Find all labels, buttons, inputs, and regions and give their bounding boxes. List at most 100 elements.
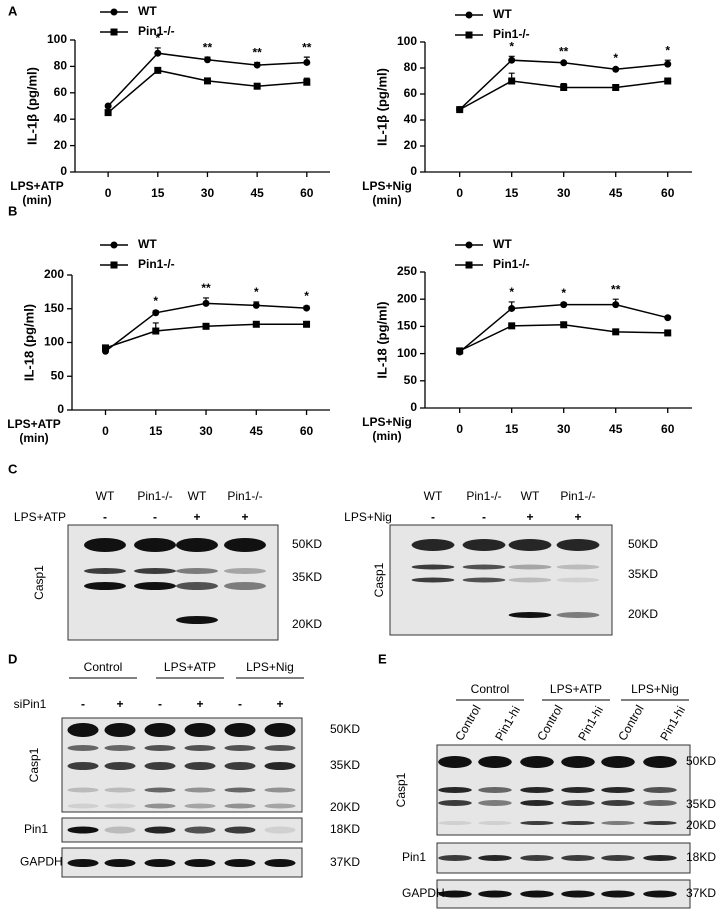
x-tick-label: 45 (609, 186, 623, 200)
band (84, 568, 126, 574)
lane-label: WT (424, 489, 443, 503)
size-marker: 20KD (686, 818, 716, 832)
band (478, 787, 512, 793)
y-tick-label: 100 (397, 346, 417, 360)
band (556, 539, 600, 551)
size-marker: 20KD (330, 800, 360, 814)
band (84, 582, 126, 590)
band (462, 564, 506, 570)
data-point (303, 320, 311, 328)
band (556, 577, 600, 583)
band (264, 826, 296, 834)
band (601, 821, 635, 825)
band (224, 762, 256, 770)
band (520, 855, 554, 861)
x-axis-label: (min) (22, 193, 51, 207)
y-tick-label: 80 (404, 60, 418, 74)
band (478, 890, 512, 898)
band (508, 564, 552, 570)
band (144, 723, 176, 737)
data-point (152, 309, 160, 317)
group-label: Control (471, 682, 510, 696)
data-point (202, 322, 210, 330)
band (264, 762, 296, 770)
band (411, 564, 455, 570)
y-axis-label: IL-18 (pg/ml) (374, 301, 389, 378)
band (224, 745, 256, 751)
y-tick-label: 100 (397, 34, 417, 48)
x-axis-label: LPS+ATP (10, 179, 63, 193)
band (601, 890, 635, 898)
band (561, 756, 595, 768)
band (643, 800, 677, 806)
data-point (253, 82, 261, 90)
size-marker: 50KD (686, 754, 716, 768)
y-tick-label: 200 (397, 291, 417, 305)
band (561, 787, 595, 793)
treatment-sign: - (81, 697, 85, 711)
lane-label: Control (452, 703, 483, 744)
significance: ** (201, 281, 211, 295)
y-tick-label: 150 (397, 319, 417, 333)
band (462, 539, 506, 551)
significance: ** (302, 40, 312, 54)
treatment-sign: - (103, 510, 107, 524)
legend-marker (110, 241, 118, 249)
data-point (152, 327, 160, 335)
band (104, 859, 136, 867)
data-point (560, 301, 568, 309)
band (184, 803, 216, 809)
lane-label: Pin1-hi (575, 704, 606, 743)
panel-label: B (8, 203, 17, 218)
x-axis-label: LPS+Nig (362, 179, 412, 193)
band (184, 745, 216, 751)
legend-label: Pin1-/- (493, 27, 530, 41)
x-axis-label: (min) (19, 431, 48, 445)
band (643, 821, 677, 825)
x-axis-label: (min) (372, 429, 401, 443)
treatment-sign: - (158, 697, 162, 711)
data-point (456, 347, 464, 355)
data-point (104, 102, 112, 110)
band (438, 890, 472, 898)
x-tick-label: 30 (199, 424, 213, 438)
blot (61, 817, 303, 843)
band (556, 612, 600, 618)
band (264, 723, 296, 737)
y-tick-label: 100 (44, 335, 64, 349)
data-point (612, 84, 620, 91)
group-label: LPS+Nig (631, 682, 679, 696)
band (84, 538, 126, 552)
band (601, 855, 635, 861)
data-point (154, 66, 162, 74)
legend-marker (110, 261, 118, 269)
data-point (104, 109, 112, 117)
band (104, 745, 136, 751)
x-tick-label: 30 (557, 422, 571, 436)
x-tick-label: 60 (300, 424, 314, 438)
band (264, 745, 296, 751)
series-line (107, 69, 307, 114)
significance: * (304, 289, 309, 303)
band (561, 821, 595, 825)
band (520, 821, 554, 825)
y-tick-label: 100 (47, 32, 67, 46)
band (184, 826, 216, 834)
treatment-sign: + (193, 510, 200, 524)
y-tick-label: 0 (410, 164, 417, 178)
legend-marker (465, 31, 473, 39)
x-tick-label: 0 (456, 186, 463, 200)
x-tick-label: 60 (661, 422, 675, 436)
y-tick-label: 0 (60, 164, 67, 178)
series-line (459, 303, 668, 353)
band (134, 568, 176, 574)
y-tick-label: 50 (404, 373, 418, 387)
data-point (203, 56, 211, 64)
band (643, 756, 677, 768)
band (67, 787, 99, 793)
data-point (508, 77, 516, 85)
lane-label: WT (521, 489, 540, 503)
y-tick-label: 60 (404, 86, 418, 100)
x-tick-label: 60 (661, 186, 675, 200)
lane-label: Control (615, 703, 646, 744)
